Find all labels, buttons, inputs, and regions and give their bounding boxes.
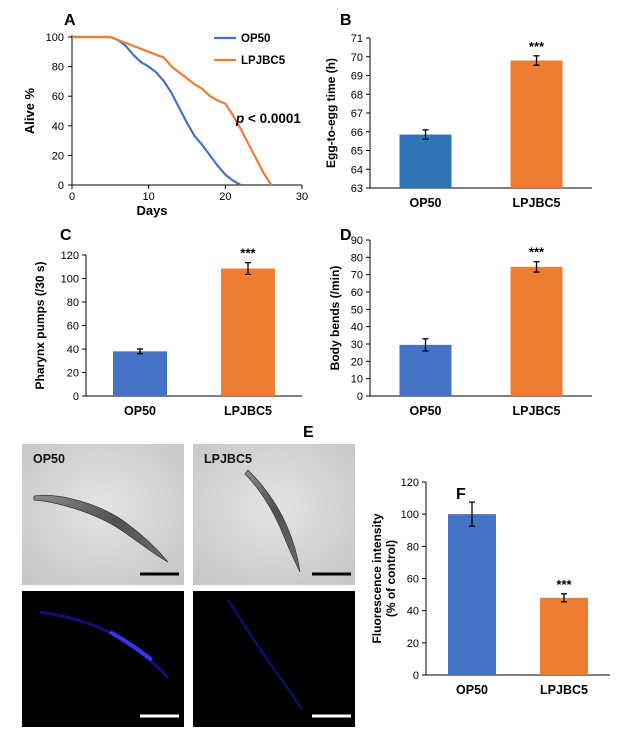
bar-lpjbc5 — [540, 597, 588, 675]
bar-lpjbc5 — [510, 266, 563, 396]
panel-letter-a: A — [64, 12, 76, 29]
y-tick-label: 40 — [67, 344, 79, 356]
y-axis-title: Pharynx pumps (/30 s) — [33, 261, 47, 389]
y-tick-label: 60 — [52, 91, 64, 103]
y-tick-label: 30 — [351, 339, 363, 351]
fluorescence-image-op50 — [22, 591, 184, 727]
y-tick-label: 0 — [58, 180, 64, 192]
category-label-op50: OP50 — [124, 404, 156, 418]
survival-chart: 0 20 40 60 80 100 0 10 20 30 Days Alive % OP50 LPJBC5… — [22, 32, 308, 218]
significance-marker: *** — [240, 246, 256, 261]
y-tick-label: 80 — [407, 541, 419, 553]
significance-marker: *** — [529, 245, 545, 260]
y-tick-label: 40 — [52, 121, 64, 133]
y-tick-label: 70 — [351, 52, 363, 64]
y-tick-label: 80 — [351, 252, 363, 264]
y-tick-label: 10 — [351, 374, 363, 386]
category-label-lpjbc5: LPJBC5 — [513, 196, 561, 210]
y-axis-title: Body bends (/min) — [328, 266, 342, 371]
worm-shape-lpjbc5 — [244, 469, 301, 573]
y-tick-label: 65 — [351, 146, 363, 158]
panel-letter-f: F — [456, 486, 466, 503]
microscopy-panel: OP50 LPJBC5 — [22, 444, 355, 727]
y-tick-label: 0 — [73, 391, 79, 403]
category-label-lpjbc5: LPJBC5 — [513, 404, 561, 418]
worm-shape-op50 — [33, 494, 169, 563]
y-tick-label: 0 — [413, 670, 419, 682]
fluorescent-worm-lpjbc5 — [226, 599, 304, 711]
y-tick-label: 64 — [351, 164, 363, 176]
significance-marker: *** — [556, 577, 572, 592]
y-tick-label: 60 — [67, 321, 79, 333]
panel-letter-c: C — [60, 227, 72, 244]
y-tick-label: 90 — [351, 235, 363, 247]
image-label-op50: OP50 — [33, 452, 65, 466]
y-tick-label: 60 — [407, 574, 419, 586]
category-label-op50: OP50 — [410, 404, 442, 418]
bar-op50 — [399, 134, 452, 188]
egg-to-egg-chart: 63 64 65 66 67 68 69 70 71 OP50 LPJBC5 *** Egg-to-eg… — [324, 33, 592, 210]
y-tick-label: 20 — [52, 150, 64, 162]
x-tick-label: 30 — [296, 191, 308, 203]
y-tick-label: 20 — [407, 638, 419, 650]
bar-lpjbc5 — [221, 268, 275, 396]
survival-line-op50 — [72, 35, 242, 186]
category-label-lpjbc5: LPJBC5 — [540, 683, 588, 697]
y-tick-label: 20 — [67, 368, 79, 380]
y-tick-label: 71 — [351, 33, 363, 45]
category-label-lpjbc5: LPJBC5 — [224, 404, 272, 418]
x-tick-label: 0 — [69, 191, 75, 203]
y-axis-title: Fluorescence intensity — [370, 513, 384, 643]
fluorescence-chart: 0 20 40 60 80 100 120 OP50 LPJBC5 *** Fluorescence… — [370, 477, 610, 697]
y-tick-label: 20 — [351, 356, 363, 368]
panel-letter-d: D — [340, 227, 352, 244]
y-axis-title: Egg-to-egg time (h) — [324, 58, 338, 168]
category-label-op50: OP50 — [410, 196, 442, 210]
panel-letter-b: B — [340, 12, 352, 29]
p-value-annotation: p < 0.0001 — [235, 111, 301, 126]
legend-label-op50: OP50 — [241, 33, 270, 45]
significance-marker: *** — [529, 39, 545, 54]
x-tick-label: 20 — [219, 191, 231, 203]
bar-op50 — [113, 351, 167, 396]
image-label-lpjbc5: LPJBC5 — [204, 452, 252, 466]
bar-lpjbc5 — [510, 60, 563, 188]
p-symbol: p — [235, 111, 244, 126]
y-tick-label: 0 — [357, 391, 363, 403]
y-tick-label: 40 — [407, 606, 419, 618]
panel-letter-e: E — [303, 424, 314, 441]
p-value-text: < 0.0001 — [244, 111, 301, 126]
y-tick-label: 100 — [61, 274, 79, 286]
y-tick-label: 120 — [401, 477, 419, 489]
legend-label-lpjbc5: LPJBC5 — [241, 55, 286, 67]
y-tick-label: 66 — [351, 127, 363, 139]
y-tick-label: 50 — [351, 304, 363, 316]
x-axis-title: Days — [136, 203, 167, 218]
y-tick-label: 69 — [351, 71, 363, 83]
y-axis-title: Alive % — [22, 87, 37, 134]
x-tick-label: 10 — [143, 191, 155, 203]
bar-op50 — [448, 514, 496, 675]
bar-op50 — [399, 344, 452, 396]
y-tick-label: 67 — [351, 108, 363, 120]
category-label-op50: OP50 — [456, 683, 488, 697]
survival-line-lpjbc5 — [72, 35, 273, 186]
body-bends-chart: 0 10 20 30 40 50 60 70 80 90 OP50 LPJBC5 *** Body ben… — [328, 235, 592, 418]
y-tick-label: 63 — [351, 183, 363, 195]
y-tick-label: 80 — [67, 297, 79, 309]
y-tick-label: 100 — [46, 32, 64, 44]
y-tick-label: 120 — [61, 250, 79, 262]
y-tick-label: 70 — [351, 270, 363, 282]
y-tick-label: 40 — [351, 322, 363, 334]
fluorescence-hotspot — [109, 630, 154, 662]
fluorescence-image-lpjbc5 — [193, 591, 355, 727]
y-tick-label: 60 — [351, 287, 363, 299]
y-tick-label: 100 — [401, 509, 419, 521]
pharynx-pumps-chart: 0 20 40 60 80 100 120 OP50 LPJBC5 *** Pharynx pump… — [33, 246, 302, 418]
y-tick-label: 68 — [351, 89, 363, 101]
y-tick-label: 80 — [52, 62, 64, 74]
y-axis-title-unit: (% of control) — [384, 540, 398, 617]
